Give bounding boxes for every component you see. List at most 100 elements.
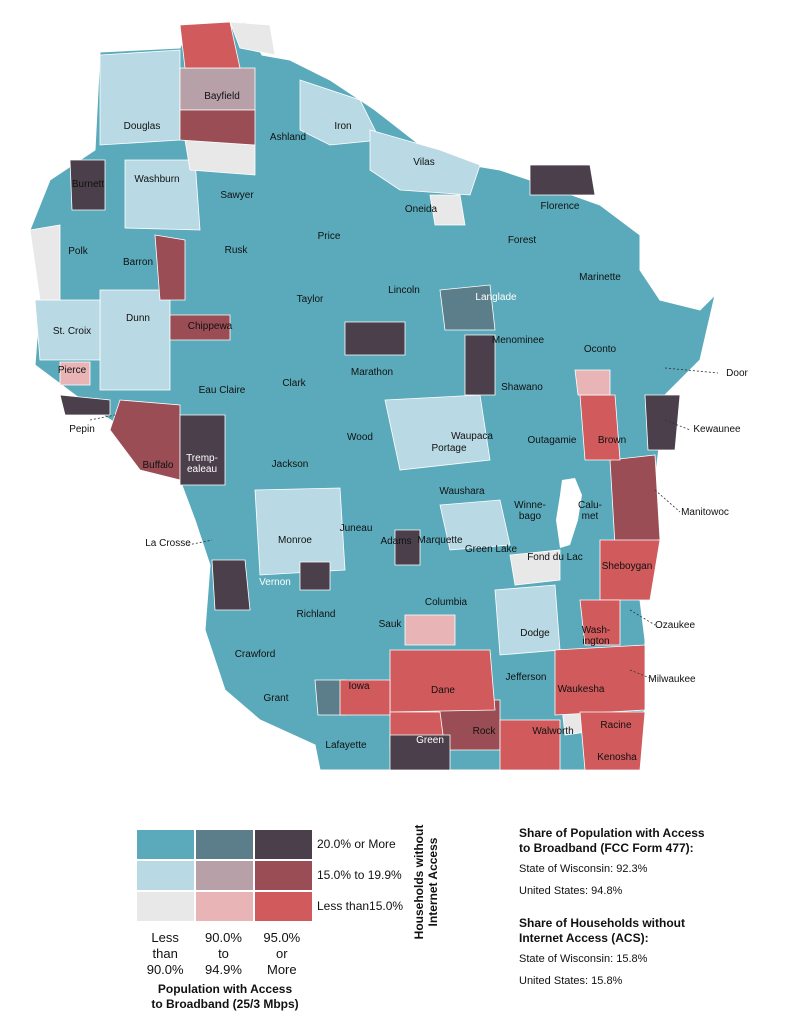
county-label-shawano: Shawano (501, 382, 543, 393)
county-label-grant: Grant (263, 693, 288, 704)
legend-x-title-line-1: Population with Access (157, 982, 293, 996)
county-label-wash-ington: Wash-ington (582, 625, 611, 647)
county-label-richland: Richland (297, 609, 336, 620)
county-label-milwaukee: Milwaukee (648, 674, 696, 685)
county-label-wood: Wood (347, 432, 373, 443)
county-label-dodge: Dodge (520, 628, 550, 639)
acs-stats-title: Share of Households without Internet Acc… (519, 916, 686, 945)
county-label-menominee: Menominee (492, 335, 545, 346)
county-label-forest: Forest (508, 235, 537, 246)
legend-cell-r1-c0 (137, 861, 194, 890)
county-label-manitowoc: Manitowoc (681, 507, 729, 518)
county-label-barron: Barron (123, 257, 153, 268)
legend-cell-r0-c0 (137, 830, 194, 859)
county-label-taylor: Taylor (297, 294, 324, 305)
county-label-oconto: Oconto (584, 344, 617, 355)
county-label-door: Door (726, 368, 748, 379)
county-label-ashland: Ashland (270, 132, 306, 143)
fcc-state-value: State of Wisconsin: 92.3% (519, 863, 648, 875)
county-labels: Douglas Bayfield Ashland Iron Vilas Burnett Wa… (53, 91, 749, 763)
county-label-sauk: Sauk (379, 619, 403, 630)
legend-col-label-mid: 90.0% to 94.9% (205, 930, 242, 977)
county-label-vilas: Vilas (413, 157, 435, 168)
fcc-stats: Share of Population with Access to Broad… (519, 826, 779, 898)
fcc-us-value: United States: 94.8% (519, 885, 623, 897)
county-label-waupaca: Waupaca (451, 431, 493, 442)
legend-row-label-high: 20.0% or More (317, 837, 396, 851)
county-label-pepin: Pepin (69, 424, 95, 435)
legend-col-labels: Less than 90.0% 90.0% to 94.9% 95.0% or … (137, 930, 312, 978)
county-label-buffalo: Buffalo (143, 460, 174, 471)
county-label-lafayette: Lafayette (325, 740, 367, 751)
legend-cell-r2-c0 (137, 892, 194, 921)
county-label-kewaunee: Kewaunee (693, 424, 741, 435)
county-label-washburn: Washburn (134, 174, 179, 185)
legend-col-label-high: 95.0% or More (263, 930, 301, 977)
county-label-waukesha: Waukesha (558, 684, 605, 695)
county-label-langlade: Langlade (475, 292, 517, 303)
county-label-st-croix: St. Croix (53, 326, 91, 337)
county-label-marinette: Marinette (579, 272, 621, 283)
county-label-kenosha: Kenosha (597, 752, 637, 763)
legend-cell-r0-c2 (255, 830, 312, 859)
acs-stats: Share of Households without Internet Acc… (519, 916, 779, 988)
county-label-sawyer: Sawyer (220, 190, 254, 201)
county-label-fond-du-lac: Fond du Lac (527, 552, 583, 563)
county-label-jefferson: Jefferson (506, 672, 547, 683)
legend-cell-r0-c1 (196, 830, 253, 859)
county-label-monroe: Monroe (278, 535, 312, 546)
county-label-iron: Iron (334, 121, 351, 132)
county-label-winne-bago: Winne-bago (514, 500, 546, 522)
county-label-ozaukee: Ozaukee (655, 620, 695, 631)
county-label-rusk: Rusk (225, 245, 249, 256)
acs-state-value: State of Wisconsin: 15.8% (519, 953, 648, 965)
county-label-marquette: Marquette (417, 535, 462, 546)
legend-col-label-low: Less than 90.0% (146, 930, 184, 977)
county-label-oneida: Oneida (405, 204, 438, 215)
county-label-dane: Dane (431, 685, 455, 696)
legend-cell-r2-c1 (196, 892, 253, 921)
legend-y-title-line-1: Households without (412, 824, 426, 940)
county-label-bayfield: Bayfield (204, 91, 240, 102)
county-label-calu-met: Calu-met (578, 500, 602, 522)
legend-cell-r1-c2 (255, 861, 312, 890)
county-label-walworth: Walworth (532, 726, 573, 737)
county-label-polk: Polk (68, 246, 88, 257)
summary-stats: Share of Population with Access to Broad… (519, 826, 779, 1002)
county-label-green: Green (416, 735, 444, 746)
county-label-portage: Portage (431, 443, 466, 454)
county-label-iowa: Iowa (348, 681, 370, 692)
legend-x-title-line-2: to Broadband (25/3 Mbps) (151, 997, 299, 1011)
county-label-rock: Rock (473, 726, 497, 737)
county-label-marathon: Marathon (351, 367, 393, 378)
legend-x-axis-title: Population with Access to Broadband (25/… (135, 982, 315, 1012)
county-label-eau-claire: Eau Claire (199, 385, 246, 396)
county-label-burnett: Burnett (72, 179, 104, 190)
legend-row-label-low: Less than15.0% (317, 899, 404, 913)
acs-us-value: United States: 15.8% (519, 975, 623, 987)
county-label-price: Price (318, 231, 341, 242)
county-label-brown: Brown (598, 435, 626, 446)
county-label-florence: Florence (541, 201, 580, 212)
wisconsin-county-map: Douglas Bayfield Ashland Iron Vilas Burnett Wa… (29, 21, 749, 771)
bivariate-legend: 20.0% or More 15.0% to 19.9% Less than15… (137, 825, 440, 1011)
legend-y-axis-title: Households without Internet Access (412, 812, 442, 952)
county-label-racine: Racine (600, 720, 632, 731)
county-label-crawford: Crawford (235, 649, 276, 660)
county-label-columbia: Columbia (425, 597, 468, 608)
county-label-dunn: Dunn (126, 313, 150, 324)
county-label-tremp-ealeau: Tremp-ealeau (186, 453, 218, 475)
legend-row-label-mid: 15.0% to 19.9% (317, 868, 402, 882)
legend-y-title-line-2: Internet Access (426, 837, 440, 927)
county-label-adams: Adams (380, 536, 411, 547)
legend-grid (137, 830, 312, 921)
county-label-waushara: Waushara (439, 486, 485, 497)
county-label-clark: Clark (282, 378, 306, 389)
county-label-lincoln: Lincoln (388, 285, 420, 296)
fcc-stats-title: Share of Population with Access to Broad… (519, 826, 705, 855)
county-label-chippewa: Chippewa (188, 321, 233, 332)
lake-winnebago (556, 478, 582, 548)
county-label-green-lake: Green Lake (465, 544, 518, 555)
county-label-jackson: Jackson (272, 459, 309, 470)
county-label-la-crosse: La Crosse (145, 538, 191, 549)
